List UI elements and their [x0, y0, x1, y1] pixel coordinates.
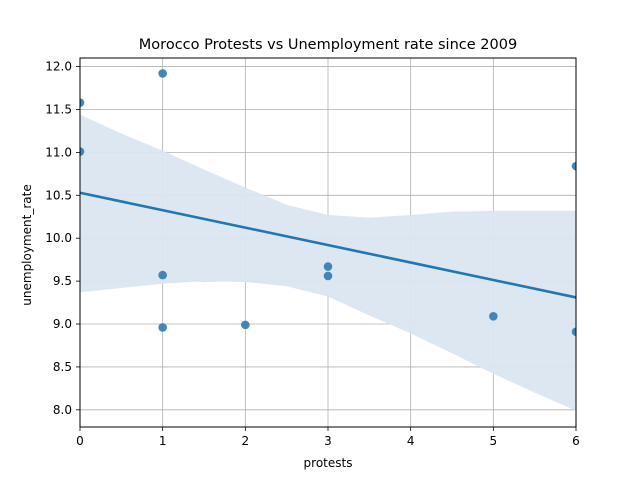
x-tick-label: 5	[490, 434, 498, 448]
plot-area: 0 1 2 3 4 5 6 8.0 8.5 9.0 9.5 10.0 10.5 11.0 11.5 12.0	[45, 57, 580, 448]
data-point	[571, 161, 576, 171]
x-axis-label: protests	[304, 456, 353, 470]
x-tick-label: 6	[572, 434, 580, 448]
y-tick-label: 8.5	[53, 360, 72, 374]
data-point	[571, 327, 576, 337]
x-tick-label: 4	[407, 434, 415, 448]
y-tick-label: 9.5	[53, 274, 72, 288]
y-tick-label: 12.0	[45, 60, 72, 74]
data-point	[80, 147, 85, 156]
y-tick-label: 9.0	[53, 317, 72, 331]
y-tick-label: 10.5	[45, 188, 72, 202]
data-point	[241, 320, 250, 330]
y-tick-label: 11.0	[45, 145, 72, 159]
data-point	[158, 323, 167, 332]
data-point	[158, 270, 167, 280]
data-point	[80, 98, 85, 107]
data-point	[323, 271, 333, 281]
data-points	[80, 69, 576, 337]
regression-line	[79, 191, 577, 299]
x-tick-label: 0	[76, 434, 84, 448]
data-point	[489, 312, 498, 321]
data-point	[158, 69, 167, 78]
x-tick-label: 1	[159, 434, 167, 448]
x-tick-label: 2	[242, 434, 250, 448]
y-tick-label: 10.0	[45, 231, 72, 245]
data-point	[323, 262, 333, 271]
y-tick-label: 11.5	[45, 102, 72, 116]
chart-title: Morocco Protests vs Unemployment rate si…	[139, 37, 517, 53]
x-tick-label: 3	[324, 434, 332, 448]
y-tick-label: 8.0	[53, 403, 72, 417]
y-axis-label: unemployment_rate	[20, 184, 34, 305]
